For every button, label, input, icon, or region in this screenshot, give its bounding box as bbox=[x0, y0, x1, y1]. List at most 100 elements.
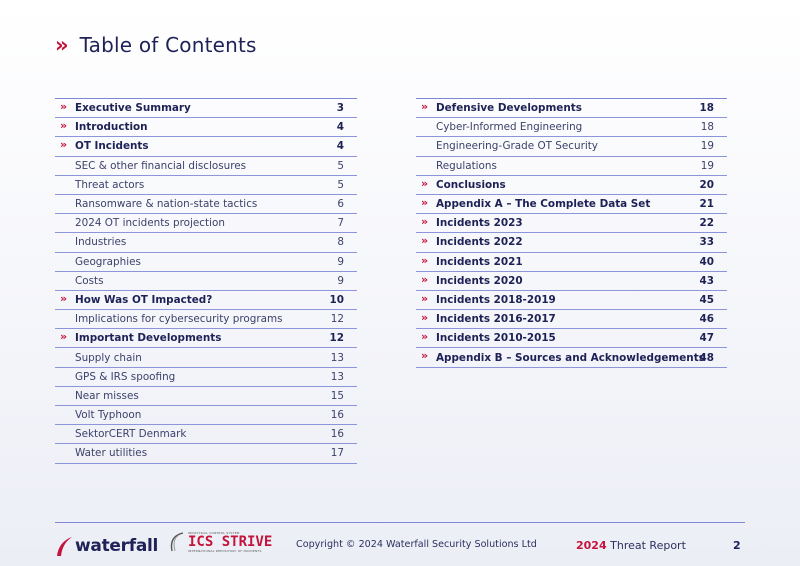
toc-entry-page: 47 bbox=[699, 332, 714, 345]
toc-entry[interactable]: » Incidents 2018-2019 45 bbox=[416, 291, 727, 311]
toc-entry-label: Incidents 2010-2015 bbox=[436, 332, 556, 345]
toc-entry[interactable]: GPS & IRS spoofing 13 bbox=[55, 368, 357, 387]
chevron-icon: » bbox=[60, 330, 68, 344]
toc-entry-page: 9 bbox=[337, 255, 344, 268]
toc-entry-label: 2024 OT incidents projection bbox=[75, 217, 225, 230]
toc-entry-label: Appendix B – Sources and Acknowledgement… bbox=[436, 351, 705, 364]
toc-entry-page: 18 bbox=[699, 102, 714, 115]
chevron-icon: » bbox=[60, 291, 68, 305]
toc-entry-label: Regulations bbox=[436, 159, 497, 172]
ics-strive-swoosh-icon bbox=[170, 532, 184, 552]
report-year: 2024 bbox=[576, 539, 607, 552]
toc-entry[interactable]: » Conclusions 20 bbox=[416, 176, 727, 195]
copyright-text: Copyright © 2024 Waterfall Security Solu… bbox=[296, 539, 537, 550]
toc-entry-label: Executive Summary bbox=[75, 102, 191, 115]
toc-entry[interactable]: Threat actors 5 bbox=[55, 176, 357, 195]
toc-entry[interactable]: Near misses 15 bbox=[55, 387, 357, 406]
chevron-icon: » bbox=[421, 234, 429, 248]
toc-entry-label: Incidents 2021 bbox=[436, 255, 523, 268]
toc-entry-label: Supply chain bbox=[75, 351, 142, 364]
toc-entry[interactable]: SEC & other financial disclosures 5 bbox=[55, 157, 357, 176]
toc-entry[interactable]: Ransomware & nation-state tactics 6 bbox=[55, 195, 357, 215]
toc-entry[interactable]: » Important Developments 12 bbox=[55, 329, 357, 349]
toc-entry[interactable]: » Defensive Developments 18 bbox=[416, 99, 727, 119]
toc-entry-page: 10 bbox=[329, 293, 344, 306]
toc-right-column: » Defensive Developments 18 Cyber-Informed … bbox=[416, 98, 727, 368]
toc-entry-label: Cyber-Informed Engineering bbox=[436, 121, 583, 134]
toc-entry-label: OT Incidents bbox=[75, 140, 149, 153]
toc-entry-label: Implications for cybersecurity programs bbox=[75, 313, 283, 326]
toc-entry-label: Conclusions bbox=[436, 178, 506, 191]
toc-entry-page: 46 bbox=[699, 313, 714, 326]
toc-entry-label: Near misses bbox=[75, 389, 139, 402]
toc-entry-page: 48 bbox=[699, 351, 714, 364]
toc-entry-page: 7 bbox=[337, 217, 344, 230]
ics-logo-tagline-top: INDUSTRIAL CONTROL SYSTEM bbox=[188, 531, 240, 535]
toc-entry-page: 40 bbox=[699, 255, 714, 268]
toc-entry[interactable]: Supply chain 13 bbox=[55, 348, 357, 368]
waterfall-logo: waterfall bbox=[55, 531, 158, 561]
ics-logo-tagline-bottom: INTERNATIONAL REPOSITORY OF INCIDENTS bbox=[188, 549, 262, 553]
toc-entry-label: Ransomware & nation-state tactics bbox=[75, 198, 258, 211]
toc-entry[interactable]: » Incidents 2021 40 bbox=[416, 253, 727, 272]
toc-entry-label: How Was OT Impacted? bbox=[75, 293, 213, 306]
toc-entry-page: 19 bbox=[700, 140, 714, 153]
toc-entry-label: Geographies bbox=[75, 255, 141, 268]
toc-entry[interactable]: » Incidents 2022 33 bbox=[416, 233, 727, 253]
toc-entry[interactable]: Industries 8 bbox=[55, 233, 357, 253]
toc-entry[interactable]: » Executive Summary 3 bbox=[55, 99, 357, 119]
toc-entry-label: Incidents 2018-2019 bbox=[436, 293, 556, 306]
chevron-icon: » bbox=[60, 119, 68, 133]
chevron-icon: » bbox=[55, 32, 69, 57]
toc-entry[interactable]: 2024 OT incidents projection 7 bbox=[55, 214, 357, 234]
toc-entry-label: Costs bbox=[75, 274, 104, 287]
chevron-icon: » bbox=[421, 291, 429, 305]
toc-entry-label: Volt Typhoon bbox=[75, 409, 142, 422]
toc-entry[interactable]: Costs 9 bbox=[55, 272, 357, 291]
toc-entry[interactable]: Regulations 19 bbox=[416, 157, 727, 176]
toc-entry[interactable]: Water utilities 17 bbox=[55, 444, 357, 464]
toc-entry-page: 17 bbox=[330, 447, 344, 460]
toc-entry[interactable]: » How Was OT Impacted? 10 bbox=[55, 291, 357, 311]
toc-entry[interactable]: Cyber-Informed Engineering 18 bbox=[416, 118, 727, 138]
toc-entry[interactable]: Engineering-Grade OT Security 19 bbox=[416, 137, 727, 157]
waterfall-logo-text: waterfall bbox=[75, 536, 159, 556]
toc-entry-page: 5 bbox=[337, 178, 344, 191]
toc-entry[interactable]: » Incidents 2020 43 bbox=[416, 272, 727, 291]
toc-entry-page: 6 bbox=[337, 198, 344, 211]
toc-entry-page: 4 bbox=[336, 121, 344, 134]
toc-entry[interactable]: Geographies 9 bbox=[55, 253, 357, 272]
toc-entry-label: Water utilities bbox=[75, 447, 148, 460]
toc-entry-label: Incidents 2022 bbox=[436, 236, 523, 249]
toc-entry-label: Threat actors bbox=[75, 178, 145, 191]
toc-entry-page: 15 bbox=[330, 389, 344, 402]
toc-entry-page: 16 bbox=[330, 409, 344, 422]
toc-entry-page: 16 bbox=[330, 428, 344, 441]
page-header: » Table of Contents bbox=[55, 33, 257, 57]
toc-entry-page: 21 bbox=[699, 198, 714, 211]
toc-entry[interactable]: » Incidents 2023 22 bbox=[416, 214, 727, 234]
toc-entry-label: Important Developments bbox=[75, 332, 222, 345]
toc-entry-label: GPS & IRS spoofing bbox=[75, 370, 176, 383]
toc-entry-page: 4 bbox=[336, 140, 344, 153]
toc-entry-label: SektorCERT Denmark bbox=[75, 428, 187, 441]
chevron-icon: » bbox=[421, 176, 429, 190]
toc-entry[interactable]: SektorCERT Denmark 16 bbox=[55, 425, 357, 445]
toc-entry-label: Industries bbox=[75, 236, 127, 249]
toc-entry[interactable]: Implications for cybersecurity programs 1… bbox=[55, 310, 357, 330]
toc-entry[interactable]: » Incidents 2016-2017 46 bbox=[416, 310, 727, 330]
toc-entry[interactable]: » Incidents 2010-2015 47 bbox=[416, 329, 727, 349]
toc-entry[interactable]: » Introduction 4 bbox=[55, 118, 357, 138]
toc-entry-label: Incidents 2016-2017 bbox=[436, 313, 556, 326]
toc-entry-label: Engineering-Grade OT Security bbox=[436, 140, 598, 153]
toc-entry[interactable]: » Appendix B – Sources and Acknowledgemen… bbox=[416, 348, 727, 368]
report-label: 2024 Threat Report bbox=[576, 539, 686, 552]
toc-entry-page: 8 bbox=[337, 236, 344, 249]
toc-entry-page: 45 bbox=[699, 293, 714, 306]
toc-entry-label: Defensive Developments bbox=[436, 102, 582, 115]
toc-entry-page: 3 bbox=[336, 102, 344, 115]
toc-entry[interactable]: Volt Typhoon 16 bbox=[55, 406, 357, 426]
toc-entry[interactable]: » OT Incidents 4 bbox=[55, 137, 357, 157]
toc-entry-page: 33 bbox=[699, 236, 714, 249]
toc-entry[interactable]: » Appendix A – The Complete Data Set 21 bbox=[416, 195, 727, 215]
